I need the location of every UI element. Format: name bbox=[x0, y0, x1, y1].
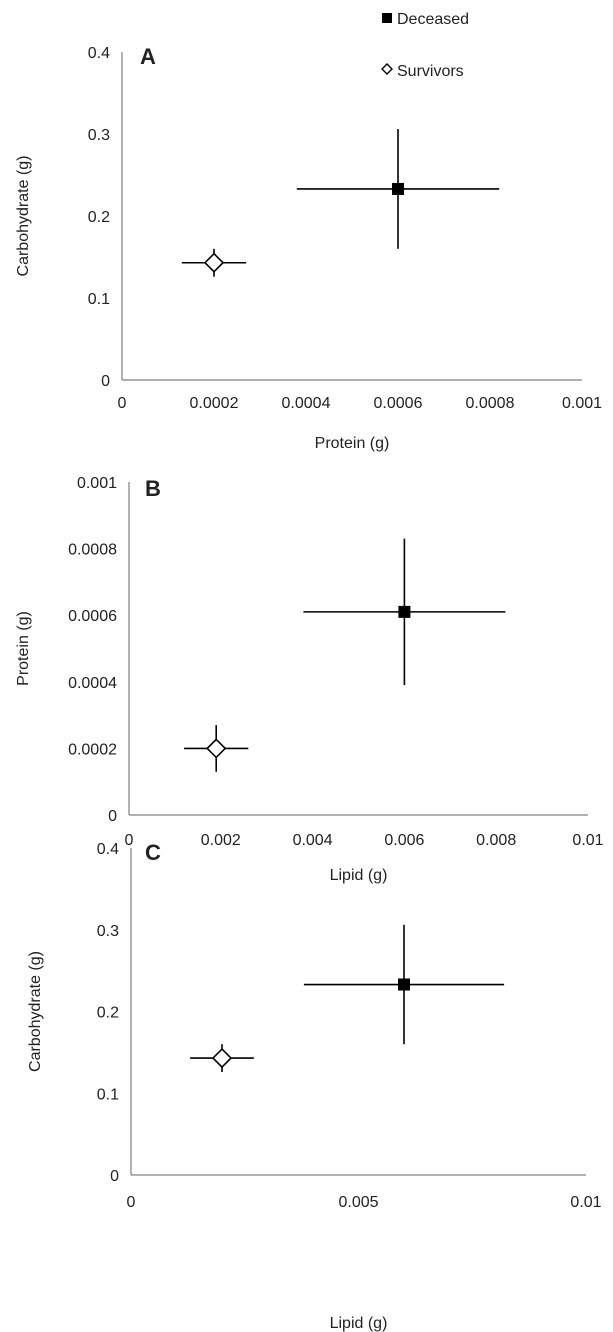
survivors-point bbox=[206, 738, 227, 759]
y-tick-label: 0.3 bbox=[97, 923, 119, 940]
chart-panel-b: B 0 0.0002 0.0004 0.0006 0.0008 0.001 0 0.002 0.0… bbox=[15, 475, 604, 884]
x-tick-label: 0.006 bbox=[384, 832, 424, 849]
y-tick-label: 0.3 bbox=[88, 127, 110, 144]
y-tick-label: 0.001 bbox=[77, 475, 117, 492]
legend-survivors-marker bbox=[381, 63, 393, 75]
x-tick-label: 0.002 bbox=[201, 832, 241, 849]
x-tick-label: 0.005 bbox=[338, 1194, 378, 1211]
x-tick-label: 0.01 bbox=[570, 1194, 601, 1211]
y-tick-label: 0 bbox=[101, 373, 110, 390]
y-tick-label: 0.0004 bbox=[68, 675, 117, 692]
x-tick-label: 0.0004 bbox=[282, 395, 331, 412]
x-tick-label: 0.001 bbox=[562, 395, 602, 412]
legend-survivors-label: Survivors bbox=[397, 63, 464, 80]
y-tick-label: 0.1 bbox=[97, 1086, 119, 1103]
y-tick-label: 0.4 bbox=[88, 45, 110, 62]
y-axis-title: Protein (g) bbox=[15, 611, 32, 686]
y-tick-label: 0.2 bbox=[97, 1005, 119, 1022]
y-axis-title: Carbohydrate (g) bbox=[27, 951, 44, 1072]
chart-panels: A 0 0.1 0.2 0.3 0.4 0 0.0002 0.0004 0.0006 0.0008 0… bbox=[15, 44, 604, 1332]
legend-deceased-label: Deceased bbox=[397, 11, 469, 28]
y-tick-label: 0.0008 bbox=[68, 542, 117, 559]
x-tick-label: 0 bbox=[118, 395, 127, 412]
chart-panel-a: A 0 0.1 0.2 0.3 0.4 0 0.0002 0.0004 0.0006 0.0008 0… bbox=[15, 44, 602, 452]
x-tick-label: 0.008 bbox=[476, 832, 516, 849]
deceased-point bbox=[392, 182, 404, 195]
survivors-point bbox=[203, 252, 225, 273]
x-tick-label: 0.01 bbox=[572, 832, 603, 849]
legend: Deceased Survivors bbox=[381, 11, 469, 80]
y-tick-label: 0 bbox=[108, 808, 117, 825]
x-tick-label: 0.0006 bbox=[374, 395, 423, 412]
y-tick-label: 0.0002 bbox=[68, 741, 117, 758]
y-axis-title: Carbohydrate (g) bbox=[15, 156, 32, 277]
y-tick-label: 0.2 bbox=[88, 209, 110, 226]
x-tick-label: 0.0008 bbox=[466, 395, 515, 412]
panel-letter: A bbox=[140, 44, 156, 69]
x-axis-title: Lipid (g) bbox=[330, 867, 388, 884]
x-tick-label: 0.0002 bbox=[190, 395, 239, 412]
x-axis-title: Lipid (g) bbox=[330, 1315, 388, 1332]
x-axis-title: Protein (g) bbox=[315, 435, 390, 452]
deceased-point bbox=[398, 978, 410, 991]
panel-letter: C bbox=[145, 840, 161, 865]
y-tick-label: 0 bbox=[110, 1168, 119, 1185]
x-tick-label: 0 bbox=[125, 832, 134, 849]
deceased-point bbox=[398, 605, 411, 618]
x-tick-label: 0.004 bbox=[293, 832, 333, 849]
y-tick-label: 0.4 bbox=[97, 841, 119, 858]
y-tick-label: 0.1 bbox=[88, 291, 110, 308]
panel-letter: B bbox=[145, 476, 161, 501]
y-tick-label: 0.0006 bbox=[68, 608, 117, 625]
chart-panel-c: C 0 0.1 0.2 0.3 0.4 0 0.005 0.01 Lipid (g) Carbohy… bbox=[27, 840, 602, 1332]
x-tick-label: 0 bbox=[127, 1194, 136, 1211]
legend-deceased-marker bbox=[382, 13, 392, 23]
survivors-point bbox=[211, 1047, 233, 1069]
